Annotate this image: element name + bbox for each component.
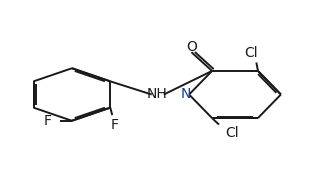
Text: F: F <box>110 118 118 132</box>
Text: N: N <box>181 87 191 101</box>
Text: Cl: Cl <box>244 46 258 60</box>
Text: F: F <box>44 114 52 128</box>
Text: Cl: Cl <box>225 126 238 140</box>
Text: NH: NH <box>147 87 168 101</box>
Text: O: O <box>186 40 197 53</box>
